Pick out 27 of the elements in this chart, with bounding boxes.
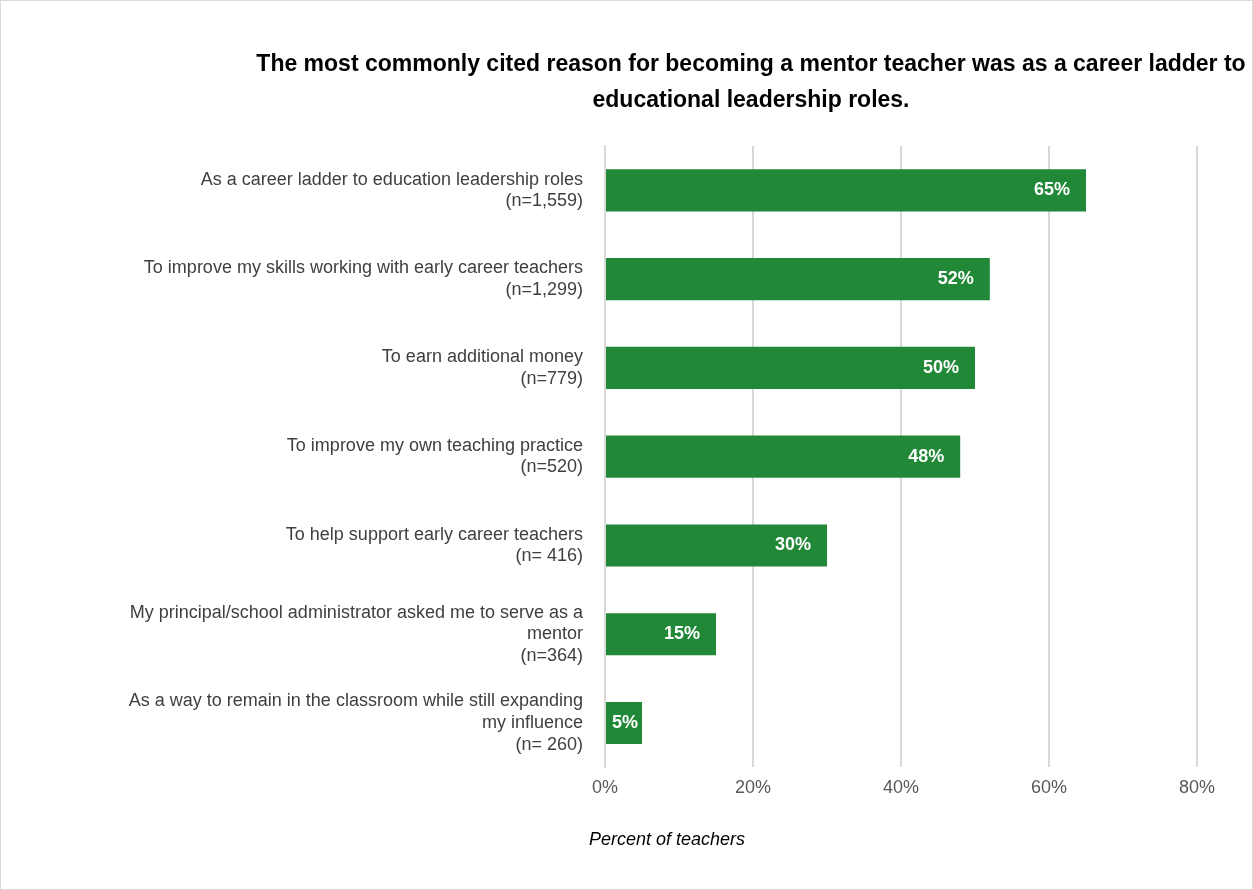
bar <box>606 169 1086 212</box>
data-label: 15% <box>663 623 700 644</box>
y-tick-label: To help support early career teachers (n= 416) <box>285 523 583 566</box>
x-tick-label: 0% <box>591 777 619 798</box>
bar <box>606 435 961 478</box>
y-tick-label: To improve my own teaching practice (n=520) <box>286 434 583 477</box>
data-label: 48% <box>908 445 945 466</box>
data-label: 30% <box>774 534 811 555</box>
data-label: 50% <box>922 356 959 377</box>
y-tick-label: As a career ladder to education leadership roles (n=1,559) <box>200 168 583 211</box>
y-tick-label: To earn additional money (n=779) <box>381 346 583 388</box>
bar <box>606 346 975 390</box>
y-tick-label: My principal/school administrator asked me to serve as a mentor (n=364) <box>129 601 584 665</box>
data-label: 5% <box>611 711 639 732</box>
x-tick-label: 40% <box>882 777 920 798</box>
bar <box>606 524 827 567</box>
bar <box>606 613 716 656</box>
y-tick-label: As a way to remain in the classroom while still expanding my influence (n= 260) <box>128 690 583 754</box>
bar <box>606 258 990 301</box>
x-tick-label: 80% <box>1178 777 1216 798</box>
data-label: 52% <box>937 268 974 289</box>
data-label: 65% <box>1033 179 1070 200</box>
y-tick-label: To improve my skills working with early career teachers (n=1,299) <box>143 257 583 299</box>
x-tick-label: 60% <box>1030 777 1068 798</box>
x-tick-label: 20% <box>734 777 772 798</box>
chart-title: The most commonly cited reason for becoming a mentor teacher was as a career ladder to educational leadership roles. <box>255 49 1247 114</box>
x-axis-title: Percent of teachers <box>589 829 746 850</box>
